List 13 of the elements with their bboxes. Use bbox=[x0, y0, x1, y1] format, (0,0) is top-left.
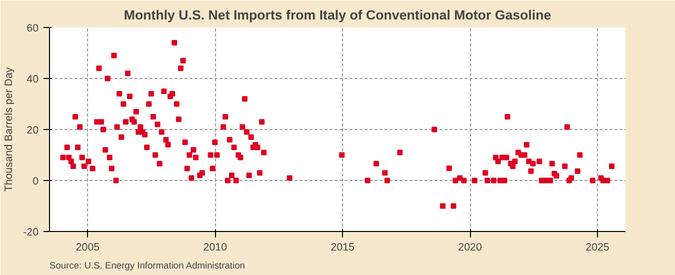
x-tick-label: 2005 bbox=[76, 242, 100, 254]
x-tick-label: 2020 bbox=[458, 242, 482, 254]
x-tick-label: 2015 bbox=[330, 242, 355, 254]
y-axis-title: Thousand Barrels per Day bbox=[3, 66, 16, 192]
y-tick-label: 60 bbox=[26, 22, 39, 34]
y-tick-label: 0 bbox=[32, 176, 39, 188]
y-tick-label: 40 bbox=[26, 74, 39, 86]
x-tick-label: 2010 bbox=[203, 242, 228, 254]
x-tick-label: 2025 bbox=[586, 242, 610, 254]
y-tick-label: -20 bbox=[23, 226, 39, 238]
y-tick-label: 20 bbox=[26, 124, 39, 136]
chart-title: Monthly U.S. Net Imports from Italy of Conventional Motor Gasoline bbox=[124, 8, 552, 22]
source-note: Source: U.S. Energy Information Administration bbox=[50, 260, 245, 270]
